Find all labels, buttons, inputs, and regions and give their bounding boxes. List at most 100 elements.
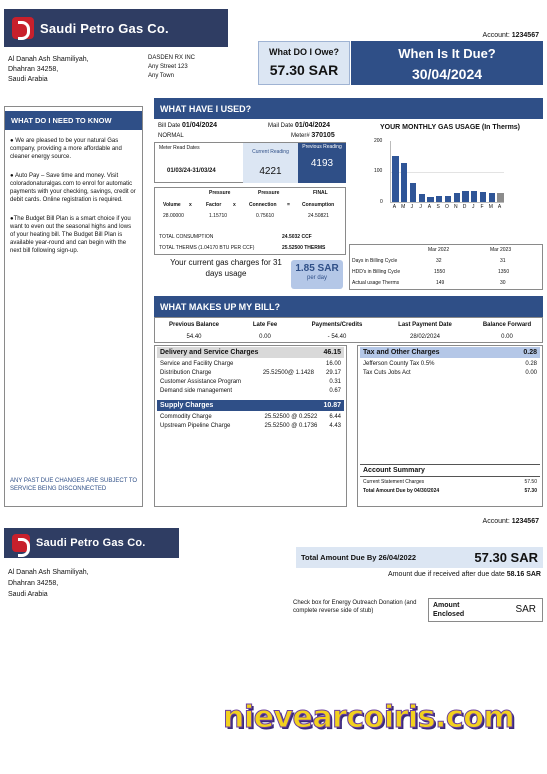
delivery-item: Distribution Charge 25.52500@ 1.1428 29.17 <box>160 368 341 377</box>
compare-row-v1-1: 32 <box>436 258 442 264</box>
bill-head-late-fee: Late Fee <box>252 322 278 328</box>
item-value: 0.00 <box>525 370 537 376</box>
supply-items: Commodity Charge 25.52500 @ 0.2522 6.44 Ups… <box>155 412 346 430</box>
tax-item: Tax Cuts Jobs Act 0.00 <box>363 368 537 377</box>
stub-after-due: Amount due if received after due date 58… <box>388 571 541 578</box>
current-reading-label: Current Reading <box>252 149 289 155</box>
calc-connection: 0.75610 <box>256 213 275 219</box>
ytick-100: 100 <box>374 168 383 174</box>
outreach-donation-text: Check box for Energy Outreach Donation (… <box>293 600 417 614</box>
provider-address: DASDEN RX INC Any Street 123 Any Town <box>148 55 196 79</box>
company-logo: Saudi Petro Gas Co. <box>4 9 228 47</box>
item-value: 29.17 <box>325 370 341 376</box>
summary-total-row: Total Amount Due by 04/30/2024 57.30 <box>360 486 540 495</box>
item-label: Distribution Charge <box>160 370 212 376</box>
total-consumption-label: TOTAL CONSUMPTION <box>159 234 214 240</box>
previous-reading-cell: Previous Reading 4193 <box>298 143 346 183</box>
supply-header: Supply Charges 10.87 <box>157 400 344 411</box>
daily-charge-amount: 1.85 SAR <box>295 263 339 274</box>
gridline-100 <box>391 172 504 173</box>
ytick-200: 200 <box>374 138 383 144</box>
calc-head-consumption: Consumption <box>302 202 335 208</box>
compare-row-v2-3: 30 <box>500 280 506 286</box>
calc-head-volume: Volume <box>163 202 181 208</box>
compare-table: Mar 2022 Mar 2023 Days in Billing Cycle … <box>349 244 543 290</box>
calc-head-x2: x <box>233 202 236 208</box>
bill-head-balance-forward: Balance Forward <box>482 322 532 328</box>
sidebar: WHAT DO I NEED TO KNOW ● We are pleased … <box>4 106 143 507</box>
x-tick-label: D <box>462 204 467 210</box>
previous-reading: 4193 <box>310 158 334 169</box>
supply-total: 10.87 <box>323 402 341 409</box>
x-tick-label: O <box>445 204 449 210</box>
x-tick-label: M <box>401 204 406 210</box>
delivery-header: Delivery and Service Charges 46.15 <box>157 347 344 358</box>
total-therms: 25.52500 THERMS <box>282 245 326 251</box>
delivery-title: Delivery and Service Charges <box>160 349 259 356</box>
meter-read-box: Meter Read Dates 01/03/24-31/03/24 Curre… <box>154 142 346 183</box>
company-name: Saudi Petro Gas Co. <box>40 20 169 36</box>
x-tick-label: J <box>472 204 475 210</box>
usage-bar <box>436 196 443 202</box>
sidebar-paragraph-3: ●The Budget Bill Plan is a smart choice … <box>10 216 132 254</box>
item-rate: 25.52500@ 1.1428 <box>262 370 314 376</box>
sidebar-paragraph-2: ● Auto Pay – Save time and money. Visit … <box>10 173 136 203</box>
bill-balance-box: Previous Balance Late Fee Payments/Credi… <box>154 317 543 343</box>
calc-head-connection: Connection <box>249 202 277 208</box>
item-label: Service and Facility Charge <box>160 361 234 367</box>
calc-head-factor: Factor <box>206 202 222 208</box>
x-tick-label: N <box>453 204 458 210</box>
amount-enclosed-box[interactable]: Amount Enclosed SAR <box>428 598 543 622</box>
calc-head-eq: = <box>287 202 290 208</box>
bill-title: WHAT MAKES UP MY BILL? <box>154 296 543 317</box>
calc-volume: 28.00000 <box>163 213 184 219</box>
x-tick-label: J <box>410 204 414 210</box>
supply-item: Commodity Charge 25.52500 @ 0.2522 6.44 <box>160 412 341 421</box>
x-tick-label: A <box>392 204 397 210</box>
calc-head-final: FINAL <box>313 190 328 196</box>
item-label: Tax Cuts Jobs Act <box>363 370 411 376</box>
x-tick-label: S <box>436 204 440 210</box>
current-reading-cell: Current Reading 4221 <box>243 143 298 183</box>
account-line: Account: 1234567 <box>482 32 539 39</box>
bill-balance-forward: 0.00 <box>501 334 513 340</box>
read-dates: 01/03/24-31/03/24 <box>167 168 216 174</box>
item-rate: 25.52500 @ 0.1736 <box>264 423 318 429</box>
summary-current-label: Current Statement Charges <box>363 479 425 485</box>
usage-bar <box>427 197 434 202</box>
bill-last-payment: 28/02/2024 <box>409 334 441 340</box>
supply-title: Supply Charges <box>160 402 214 409</box>
compare-row-v2-2: 1350 <box>498 269 510 275</box>
supply-item: Upstream Pipeline Charge 25.52500 @ 0.173… <box>160 421 341 430</box>
read-dates-label: Meter Read Dates <box>159 145 200 151</box>
stub-total-bar: Total Amount Due By 26/04/2022 57.30 SAR <box>296 547 543 568</box>
customer-address: Al Danah Ash Shamiliyah, Dhahran 34258, … <box>8 56 89 83</box>
item-label: Commodity Charge <box>160 414 212 420</box>
plot-area <box>390 141 504 203</box>
stub-company-logo: Saudi Petro Gas Co. <box>4 528 179 558</box>
usage-bar <box>400 163 408 202</box>
summary-title: Account Summary <box>360 464 540 477</box>
summary-current-row: Current Statement Charges 57.50 <box>360 477 540 486</box>
item-value: 0.31 <box>329 379 341 385</box>
bill-head-last-payment: Last Payment Date <box>398 322 452 328</box>
owe-label: What DO I Owe? <box>268 47 339 57</box>
bill-head-payments: Payments/Credits <box>311 322 363 328</box>
delivery-items: Service and Facility Charge 16.00 Distribu… <box>155 359 346 395</box>
used-title: WHAT HAVE I USED? <box>154 98 543 119</box>
compare-col-1: Mar 2022 <box>428 247 450 253</box>
account-summary: Account Summary Current Statement Charge… <box>360 464 540 495</box>
tax-items: Jefferson County Tax 0.5% 0.28 Tax Cuts Jo… <box>358 359 542 377</box>
total-therms-label: TOTAL THERMS (1.04170 BTU PER CCF) <box>159 245 255 251</box>
item-rate <box>241 378 329 386</box>
bill-date: Bill Date 01/04/2024 <box>158 122 218 129</box>
delivery-item: Customer Assistance Program 0.31 <box>160 377 341 386</box>
previous-reading-label: Previous Reading <box>302 144 342 150</box>
summary-total: 57.30 <box>524 488 537 494</box>
owe-box: What DO I Owe? 57.30 SAR <box>258 41 350 85</box>
x-tick-label: A <box>427 204 432 210</box>
bill-head-previous-balance: Previous Balance <box>168 322 220 328</box>
daily-charge-text: Your current gas charges for 31 days usa… <box>170 258 282 278</box>
